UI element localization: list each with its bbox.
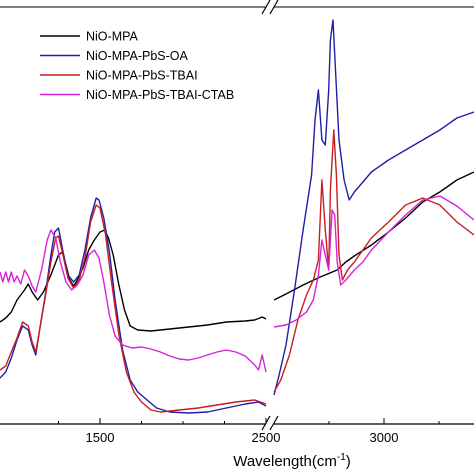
legend-label-1: NiO-MPA [86, 30, 139, 44]
x-axis-ticks: 1500 2500 3000 [58, 418, 440, 445]
axis-break-mark-4 [269, 415, 279, 431]
series-line-4-left [0, 229, 267, 373]
x-axis-title-main: Wavelength(cm [233, 453, 337, 470]
series-line-2-left [0, 197, 267, 414]
legend-label-2: NiO-MPA-PbS-OA [86, 49, 189, 63]
x-tick-label: 3000 [370, 430, 399, 445]
axis-break-mark-3 [261, 415, 271, 431]
plot-frame [0, 6, 474, 425]
series-line-3-right [273, 129, 474, 393]
x-tick-label: 2500 [252, 430, 281, 445]
series-line-3-left [0, 204, 267, 413]
series-line-2-right [273, 19, 474, 396]
series-line-4-right [273, 195, 474, 328]
x-axis-title-suffix: ) [346, 453, 351, 470]
x-axis-title-superscript: -1 [337, 452, 346, 463]
legend-label-3: NiO-MPA-PbS-TBAI [86, 69, 198, 83]
axis-break-mark-2 [269, 0, 279, 15]
axis-break-markers [261, 0, 279, 431]
legend: NiO-MPA NiO-MPA-PbS-OA NiO-MPA-PbS-TBAI NiO… [40, 30, 234, 102]
legend-label-4: NiO-MPA-PbS-TBAI-CTAB [86, 88, 234, 102]
x-axis-title: Wavelength(cm-1) [233, 452, 351, 470]
series-layer [0, 19, 474, 414]
axis-break-mark-1 [261, 0, 271, 15]
series-line-1-left [0, 229, 267, 332]
x-tick-label: 1500 [86, 430, 115, 445]
